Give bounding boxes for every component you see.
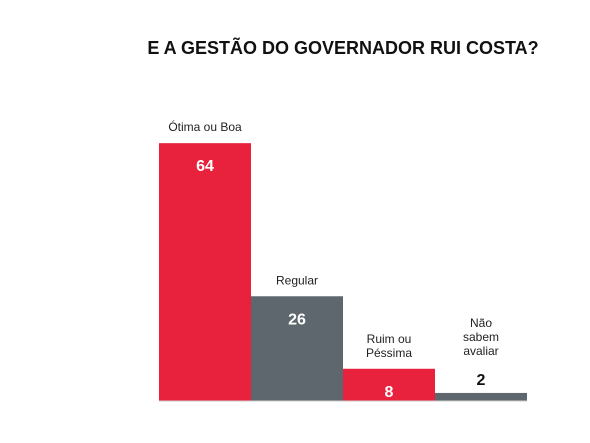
- category-label-3: Não sabem avaliar: [463, 316, 499, 358]
- value-label-1: 26: [288, 311, 306, 328]
- category-label-2: Ruim ou Péssima: [366, 332, 412, 360]
- category-label-line: Não: [470, 316, 492, 330]
- category-label-line: Regular: [276, 273, 318, 287]
- value-label-3: 2: [477, 372, 486, 389]
- category-label-line: Ruim ou: [367, 332, 412, 346]
- category-label-line: Ótima ou Boa: [168, 119, 242, 134]
- category-label-1: Regular: [276, 273, 318, 287]
- value-label-0: 64: [196, 158, 214, 175]
- labels-group: 64 Ótima ou Boa 26 Regular 8 Ruim ou Péssima 2 N…: [168, 119, 499, 401]
- bar-1: [251, 296, 343, 401]
- bar-2: [343, 368, 435, 401]
- category-label-line: sabem: [463, 330, 499, 344]
- chart-title: E A GESTÃO DO GOVERNADOR RUI COSTA?: [147, 37, 538, 58]
- value-label-2: 8: [385, 384, 394, 401]
- bars-group: [159, 143, 527, 401]
- bar-0: [159, 143, 251, 401]
- category-label-0: Ótima ou Boa: [168, 119, 242, 134]
- category-label-line: Péssima: [366, 346, 412, 360]
- category-label-line: avaliar: [463, 344, 498, 358]
- bar-3: [435, 392, 527, 401]
